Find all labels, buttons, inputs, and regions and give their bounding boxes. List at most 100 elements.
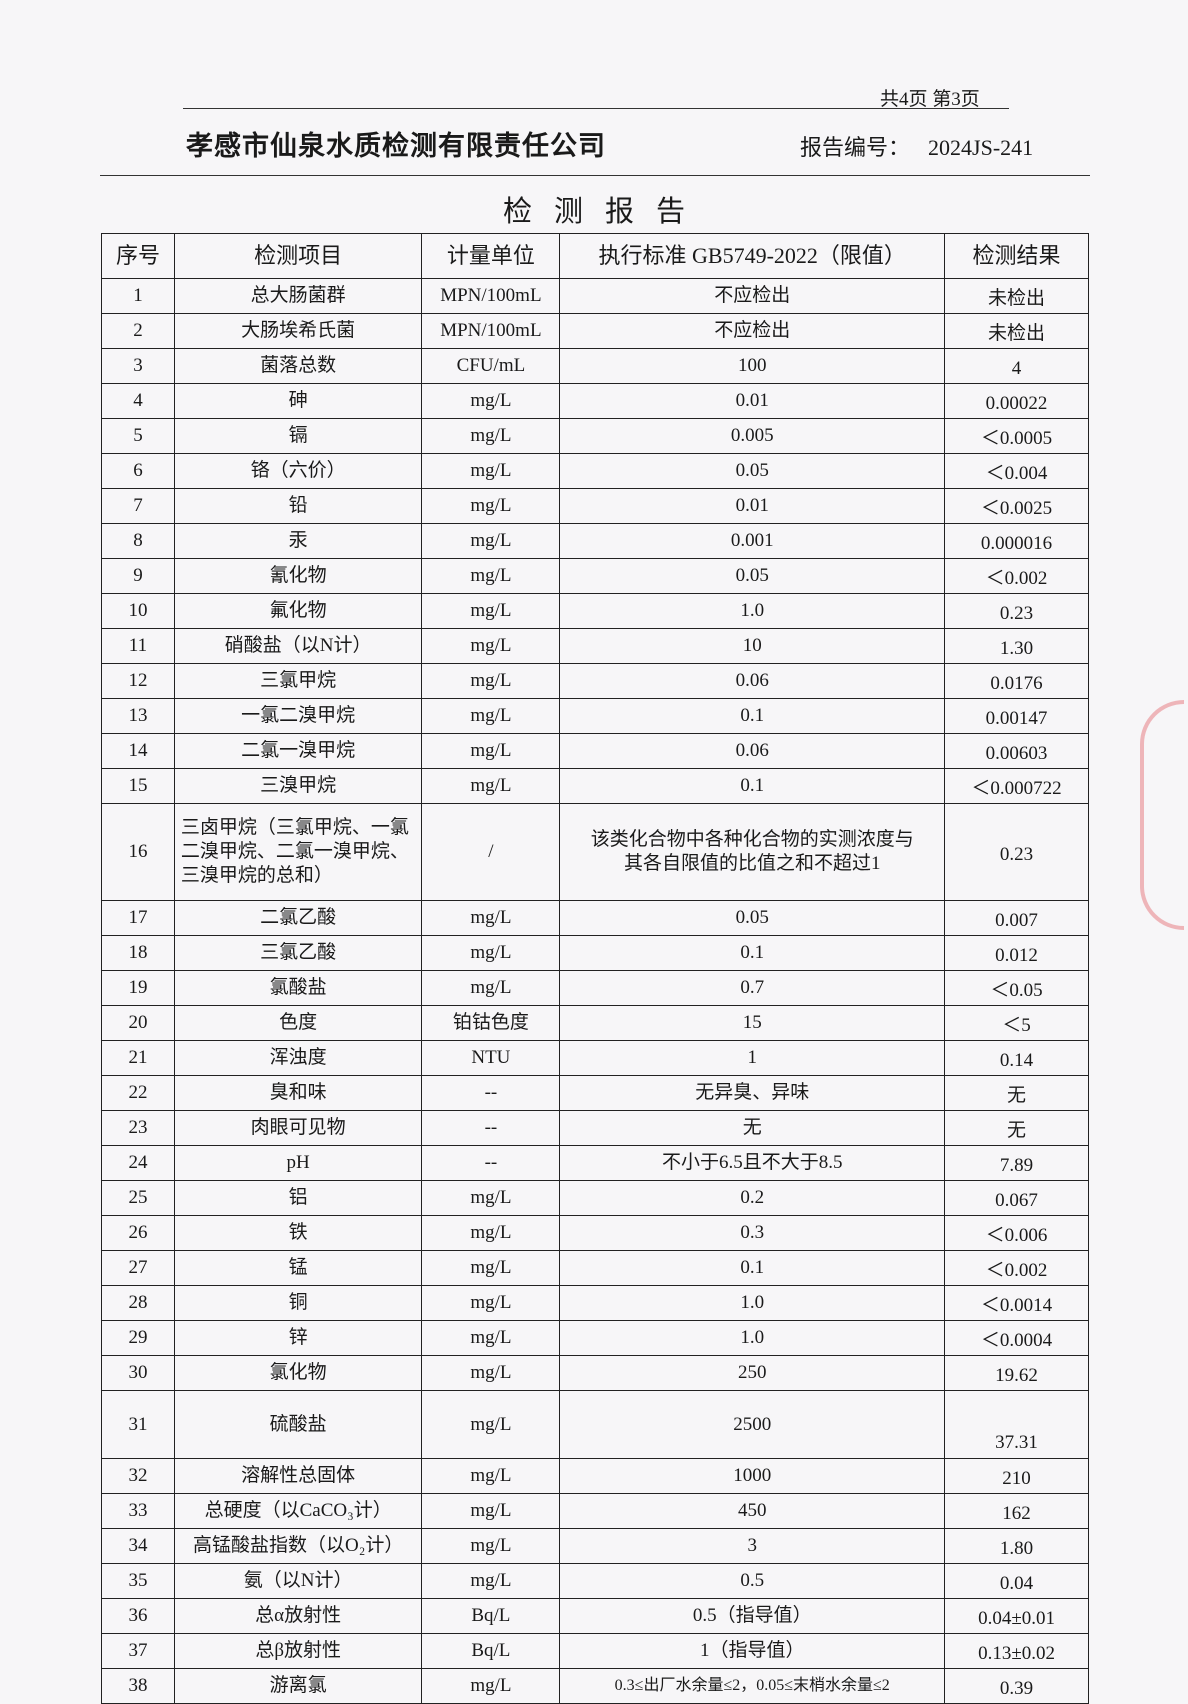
table-row: 14 二氯一溴甲烷 mg/L 0.06 0.00603 <box>101 733 1089 769</box>
cell-unit: mg/L <box>421 628 561 664</box>
header-rule <box>100 175 1090 176</box>
col-header-unit: 计量单位 <box>421 233 561 279</box>
cell-standard: 0.1 <box>559 1250 946 1286</box>
cell-unit: CFU/mL <box>421 348 561 384</box>
cell-item: 铝 <box>173 1180 423 1216</box>
cell-result: 0.012 <box>944 935 1089 971</box>
table-row: 27 锰 mg/L 0.1 ＜0.002 <box>101 1250 1089 1286</box>
table-row: 15 三溴甲烷 mg/L 0.1 ＜0.000722 <box>101 768 1089 804</box>
cell-standard: 不应检出 <box>559 313 946 349</box>
cell-unit: mg/L <box>421 1215 561 1251</box>
report-title: 检测报告 <box>502 194 707 228</box>
cell-index: 9 <box>101 558 175 594</box>
cell-result: 0.00147 <box>944 698 1089 734</box>
cell-index: 15 <box>101 768 175 804</box>
cell-result: ＜0.05 <box>944 970 1089 1006</box>
cell-result: 无 <box>944 1075 1089 1111</box>
cell-unit: -- <box>421 1110 561 1146</box>
cell-unit: mg/L <box>421 418 561 454</box>
cell-item: 三溴甲烷 <box>173 768 423 804</box>
cell-item: 锰 <box>173 1250 423 1286</box>
cell-index: 38 <box>101 1668 175 1704</box>
cell-item: 一氯二溴甲烷 <box>173 698 423 734</box>
table-row: 21 浑浊度 NTU 1 0.14 <box>101 1040 1089 1076</box>
cell-result: 0.00603 <box>944 733 1089 769</box>
cell-item: 镉 <box>173 418 423 454</box>
cell-unit: mg/L <box>421 768 561 804</box>
cell-unit: Bq/L <box>421 1598 561 1634</box>
cell-standard: 0.06 <box>559 733 946 769</box>
cell-result: 0.13±0.02 <box>944 1633 1089 1669</box>
cell-unit: mg/L <box>421 1493 561 1529</box>
cell-item: 总大肠菌群 <box>173 278 423 314</box>
cell-standard: 0.01 <box>559 383 946 419</box>
cell-index: 3 <box>101 348 175 384</box>
report-number-label: 报告编号： <box>800 135 911 160</box>
cell-item: 二氯一溴甲烷 <box>173 733 423 769</box>
cell-standard: 250 <box>559 1355 946 1391</box>
cell-result: 19.62 <box>944 1355 1089 1391</box>
cell-index: 33 <box>101 1493 175 1529</box>
cell-unit: mg/L <box>421 1668 561 1704</box>
cell-index: 16 <box>101 803 175 901</box>
results-table: 序号 检测项目 计量单位 执行标准 GB5749-2022（限值） 检测结果 1… <box>101 233 1089 1704</box>
cell-standard: 0.5（指导值） <box>559 1598 946 1634</box>
table-row: 20 色度 铂钴色度 15 ＜5 <box>101 1005 1089 1041</box>
cell-index: 31 <box>101 1390 175 1459</box>
cell-result: ＜0.0014 <box>944 1285 1089 1321</box>
table-row: 38 游离氯 mg/L 0.3≤出厂水余量≤2，0.05≤末梢水余量≤2 0.39 <box>101 1668 1089 1704</box>
table-row: 31 硫酸盐 mg/L 2500 37.31 <box>101 1390 1089 1459</box>
cell-item: pH <box>173 1145 423 1181</box>
table-row: 19 氯酸盐 mg/L 0.7 ＜0.05 <box>101 970 1089 1006</box>
cell-unit: -- <box>421 1075 561 1111</box>
cell-result: ＜0.0005 <box>944 418 1089 454</box>
cell-standard: 3 <box>559 1528 946 1564</box>
table-row: 18 三氯乙酸 mg/L 0.1 0.012 <box>101 935 1089 971</box>
header-rule <box>183 108 1009 109</box>
cell-item: 铬（六价） <box>173 453 423 489</box>
cell-standard: 2500 <box>559 1390 946 1459</box>
cell-unit: mg/L <box>421 558 561 594</box>
cell-index: 17 <box>101 900 175 936</box>
cell-item: 氯化物 <box>173 1355 423 1391</box>
cell-standard: 0.06 <box>559 663 946 699</box>
table-row: 1 总大肠菌群 MPN/100mL 不应检出 未检出 <box>101 278 1089 314</box>
table-row: 22 臭和味 -- 无异臭、异味无 <box>101 1075 1089 1111</box>
table-row: 12 三氯甲烷 mg/L 0.06 0.0176 <box>101 663 1089 699</box>
cell-item: 总硬度（以CaCO₃计） <box>173 1493 423 1529</box>
cell-index: 19 <box>101 970 175 1006</box>
cell-item: 菌落总数 <box>173 348 423 384</box>
table-row: 9 氰化物 mg/L 0.05 ＜0.002 <box>101 558 1089 594</box>
cell-item: 锌 <box>173 1320 423 1356</box>
cell-index: 37 <box>101 1633 175 1669</box>
cell-standard: 15 <box>559 1005 946 1041</box>
cell-result: 0.14 <box>944 1040 1089 1076</box>
cell-item: 溶解性总固体 <box>173 1458 423 1494</box>
cell-unit: 铂钴色度 <box>421 1005 561 1041</box>
cell-unit: MPN/100mL <box>421 278 561 314</box>
cell-item: 铁 <box>173 1215 423 1251</box>
cell-result: 0.39 <box>944 1668 1089 1704</box>
cell-index: 23 <box>101 1110 175 1146</box>
cell-unit: mg/L <box>421 900 561 936</box>
cell-item: 铜 <box>173 1285 423 1321</box>
table-row: 28 铜 mg/L 1.0 ＜0.0014 <box>101 1285 1089 1321</box>
cell-unit: -- <box>421 1145 561 1181</box>
cell-result: 7.89 <box>944 1145 1089 1181</box>
cell-item: 硝酸盐（以N计） <box>173 628 423 664</box>
cell-standard: 450 <box>559 1493 946 1529</box>
cell-index: 13 <box>101 698 175 734</box>
cell-standard: 0.2 <box>559 1180 946 1216</box>
cell-item: 砷 <box>173 383 423 419</box>
cell-result: ＜0.0004 <box>944 1320 1089 1356</box>
cell-result: 0.0176 <box>944 663 1089 699</box>
cell-unit: Bq/L <box>421 1633 561 1669</box>
cell-result: 1.30 <box>944 628 1089 664</box>
cell-result: ＜0.002 <box>944 558 1089 594</box>
cell-result: ＜0.002 <box>944 1250 1089 1286</box>
cell-index: 21 <box>101 1040 175 1076</box>
cell-standard: 100 <box>559 348 946 384</box>
cell-unit: mg/L <box>421 663 561 699</box>
cell-result: 0.04±0.01 <box>944 1598 1089 1634</box>
table-row: 5 镉 mg/L 0.005 ＜0.0005 <box>101 418 1089 454</box>
